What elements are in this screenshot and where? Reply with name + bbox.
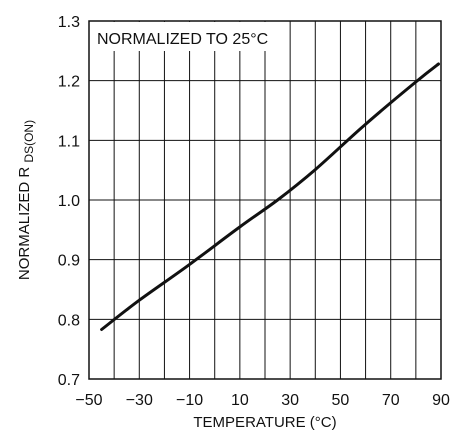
x-tick-labels: −50 −30 −10 10 30 50 70 90 <box>75 392 450 409</box>
x-axis-title: TEMPERATURE (°C) <box>193 414 336 431</box>
x-tick-label: 70 <box>382 392 400 409</box>
y-tick-label: 1.0 <box>58 193 80 210</box>
x-tick-label: 90 <box>432 392 450 409</box>
grid <box>89 21 441 379</box>
y-tick-label: 0.8 <box>58 312 80 329</box>
x-tick-label: −50 <box>75 392 102 409</box>
x-tick-label: 10 <box>231 392 249 409</box>
y-tick-label: 1.1 <box>58 133 80 150</box>
y-tick-label: 0.7 <box>58 372 80 389</box>
y-tick-label: 0.9 <box>58 253 80 270</box>
y-axis-title-main: NORMALIZED R <box>16 167 33 281</box>
y-axis-title-subscript: DS(ON) <box>22 120 36 163</box>
x-tick-label: 30 <box>281 392 299 409</box>
x-tick-label: −30 <box>126 392 153 409</box>
y-tick-label: 1.2 <box>58 74 80 91</box>
series-line <box>102 64 439 330</box>
y-tick-label: 1.3 <box>58 14 80 31</box>
x-tick-label: −10 <box>176 392 203 409</box>
y-axis-title: NORMALIZED R DS(ON) <box>16 120 36 280</box>
y-tick-labels: 0.7 0.8 0.9 1.0 1.1 1.2 1.3 <box>58 14 80 389</box>
x-tick-label: 50 <box>332 392 350 409</box>
annotation-label: NORMALIZED TO 25°C <box>97 31 268 48</box>
